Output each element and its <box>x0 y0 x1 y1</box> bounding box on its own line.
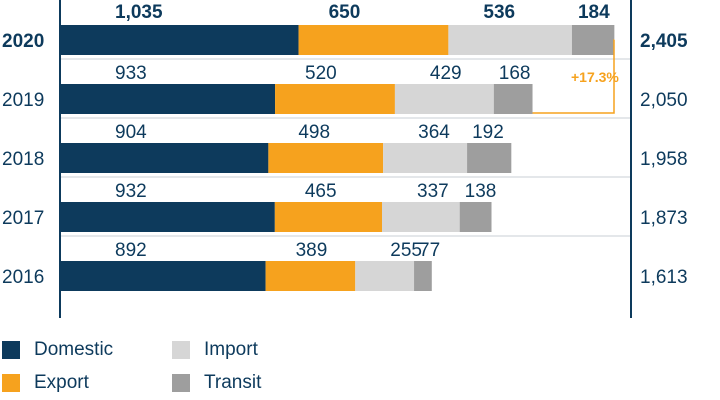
bar-2020-import <box>448 25 572 55</box>
bar-2016-import <box>355 261 415 291</box>
legend-swatch-export <box>2 374 20 392</box>
legend-item-domestic: Domestic <box>2 339 113 361</box>
value-label-2017-domestic: 932 <box>115 181 147 202</box>
total-label-2019: 2,050 <box>640 90 688 111</box>
bar-2019-transit <box>493 84 533 114</box>
bar-2019-import <box>394 84 494 114</box>
category-label-2018: 2018 <box>2 149 44 170</box>
value-label-2016-export: 389 <box>296 240 328 261</box>
bar-2020-domestic <box>60 25 299 55</box>
bar-2016-transit <box>414 261 432 291</box>
value-label-2017-transit: 138 <box>465 181 497 202</box>
legend-item-export: Export <box>2 372 89 394</box>
value-label-2019-export: 520 <box>305 63 337 84</box>
value-label-2018-transit: 192 <box>472 122 504 143</box>
bar-2016-export <box>265 261 356 291</box>
bar-2018-export <box>268 143 384 173</box>
value-label-2019-import: 429 <box>430 63 462 84</box>
total-label-2017: 1,873 <box>640 208 688 229</box>
bar-2020-export <box>298 25 449 55</box>
value-label-2017-export: 465 <box>305 181 337 202</box>
value-label-2020-export: 650 <box>329 2 361 23</box>
legend-label-import: Import <box>204 339 258 360</box>
value-label-2019-transit: 168 <box>499 63 531 84</box>
legend-label-domestic: Domestic <box>34 339 114 360</box>
value-label-2016-transit: 77 <box>419 240 440 261</box>
legend-swatch-import <box>172 341 190 359</box>
bar-2017-transit <box>459 202 492 232</box>
total-label-2020: 2,405 <box>640 31 688 52</box>
bar-2018-transit <box>467 143 512 173</box>
value-label-2020-import: 536 <box>483 2 515 23</box>
value-label-2018-domestic: 904 <box>115 122 147 143</box>
legend-label-transit: Transit <box>204 372 262 393</box>
bar-2018-domestic <box>60 143 269 173</box>
category-label-2019: 2019 <box>2 90 44 111</box>
legend-item-transit: Transit <box>172 372 261 394</box>
category-label-2016: 2016 <box>2 267 44 288</box>
bar-2018-import <box>383 143 468 173</box>
category-label-2017: 2017 <box>2 208 44 229</box>
legend-swatch-domestic <box>2 341 20 359</box>
total-label-2016: 1,613 <box>640 267 688 288</box>
value-label-2018-export: 498 <box>298 122 330 143</box>
bar-2019-export <box>275 84 395 114</box>
total-label-2018: 1,958 <box>640 149 688 170</box>
stacked-bar-chart: 2020 1,035 650 536 184 2,405 2019 933 520 429 168 2… <box>2 0 688 318</box>
legend-swatch-transit <box>172 374 190 392</box>
value-label-2018-import: 364 <box>418 122 450 143</box>
value-label-2016-import: 255 <box>390 240 422 261</box>
bar-2016-domestic <box>60 261 266 291</box>
value-label-2020-transit: 184 <box>578 2 610 23</box>
growth-bracket <box>532 39 615 114</box>
bar-2017-export <box>274 202 383 232</box>
legend-label-export: Export <box>34 372 89 393</box>
value-label-2019-domestic: 933 <box>115 63 147 84</box>
bar-2017-domestic <box>60 202 275 232</box>
growth-annotation: +17.3% <box>571 69 619 85</box>
bar-2020-transit <box>571 25 615 55</box>
bar-2017-import <box>382 202 460 232</box>
bar-2019-domestic <box>60 84 276 114</box>
value-label-2020-domestic: 1,035 <box>115 2 163 23</box>
value-label-2017-import: 337 <box>417 181 449 202</box>
value-label-2016-domestic: 892 <box>115 240 147 261</box>
category-label-2020: 2020 <box>2 31 44 52</box>
legend-item-import: Import <box>172 339 258 361</box>
